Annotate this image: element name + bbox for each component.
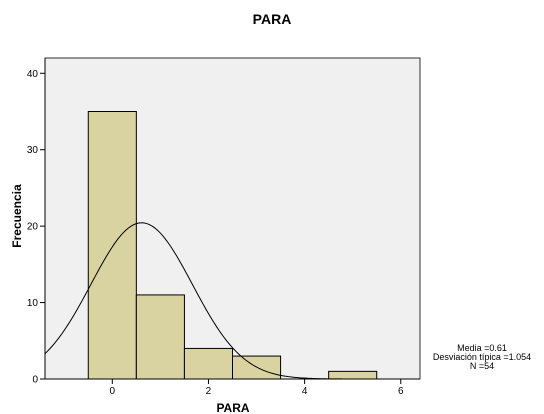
y-tick-label: 10 [27, 298, 39, 309]
stats-n: N =54 [470, 361, 494, 371]
y-axis-title: Frecuencia [10, 184, 24, 248]
histogram-bar [87, 111, 137, 380]
stats-mean: Media =0.61 [457, 343, 507, 353]
y-tick-label: 40 [27, 69, 39, 80]
chart-title: PARA [253, 11, 292, 27]
stats-box: Media =0.61 Desviación típica =1.054 N =… [433, 343, 531, 371]
x-axis-title: PARA [216, 401, 249, 414]
y-axis: 0 10 20 30 40 [27, 58, 46, 386]
x-tick-label: 2 [206, 386, 212, 397]
histogram-bar [135, 294, 185, 380]
x-axis: 0 2 4 6 [45, 378, 420, 397]
x-tick-label: 6 [398, 386, 404, 397]
histogram-bar [328, 370, 378, 380]
y-tick-label: 0 [32, 375, 38, 386]
x-tick-label: 0 [110, 386, 116, 397]
stats-sd: Desviación típica =1.054 [433, 352, 531, 362]
histogram-bar [183, 347, 234, 380]
y-tick-label: 20 [27, 222, 39, 233]
y-tick-label: 30 [27, 145, 39, 156]
x-tick-label: 4 [302, 386, 308, 397]
